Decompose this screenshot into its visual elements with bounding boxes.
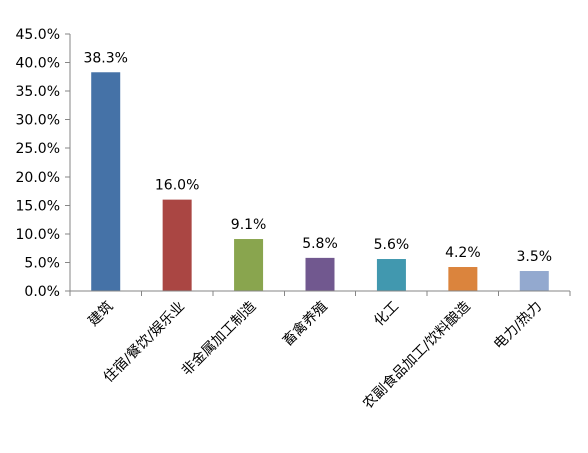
- bar: [91, 72, 121, 292]
- bar: [448, 267, 478, 291]
- y-tick-label: 30.0%: [16, 113, 60, 129]
- y-tick-label: 5.0%: [24, 255, 60, 271]
- category-label: 畜禽养殖: [279, 298, 331, 350]
- data-label: 38.3%: [83, 50, 127, 66]
- category-label: 电力/热力: [491, 299, 545, 353]
- y-tick-label: 35.0%: [16, 84, 60, 100]
- y-tick-label: 20.0%: [16, 170, 60, 186]
- data-label: 5.6%: [374, 237, 410, 253]
- y-tick-label: 25.0%: [16, 141, 60, 157]
- y-tick-label: 15.0%: [16, 198, 60, 214]
- data-label: 9.1%: [231, 217, 267, 233]
- y-axis-ticks: 0.0% 5.0% 10.0% 15.0% 20.0% 25.0% 30.0% 35.0% 40…: [16, 27, 70, 300]
- y-tick-label: 10.0%: [16, 227, 60, 243]
- bar: [376, 259, 406, 291]
- y-tick-label: 45.0%: [16, 27, 60, 43]
- bars: [91, 72, 549, 292]
- bar: [234, 239, 264, 291]
- data-labels: 38.3% 16.0% 9.1% 5.8% 5.6% 4.2% 3.5%: [83, 50, 552, 265]
- y-tick-label: 40.0%: [16, 56, 60, 72]
- data-label: 3.5%: [516, 249, 552, 265]
- category-label: 化工: [371, 299, 402, 330]
- category-label: 建筑: [85, 299, 116, 330]
- data-label: 16.0%: [155, 178, 199, 194]
- data-label: 5.8%: [302, 236, 338, 252]
- bar: [305, 257, 335, 291]
- y-tick-label: 0.0%: [24, 284, 60, 300]
- bar: [162, 199, 192, 291]
- bar: [519, 271, 549, 291]
- data-label: 4.2%: [445, 245, 481, 261]
- category-label: 非金属加工制造: [179, 299, 260, 380]
- x-axis-ticks: [69, 291, 571, 296]
